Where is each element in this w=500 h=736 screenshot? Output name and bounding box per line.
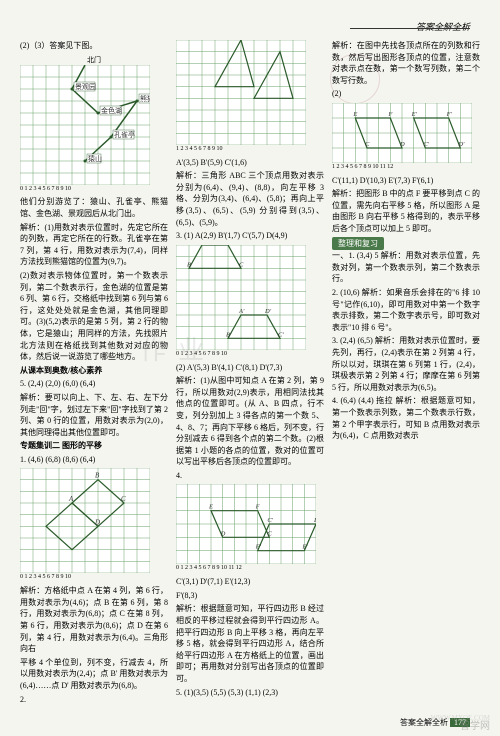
svg-text:孔雀亭: 孔雀亭 (114, 130, 135, 139)
svg-text:D: D (399, 141, 405, 148)
chart-ef: EFCDC'D'E'F' 0 1 2 3 4 5 6 7 8 9 10 11 1… (176, 484, 324, 573)
svg-text:C: C (239, 261, 244, 268)
svg-text:C': C' (423, 141, 429, 148)
chart-map-axis: 0 1 2 3 4 5 6 7 8 9 10 (20, 185, 168, 194)
c1-h2: 专题集训二 图形的平移 (20, 440, 168, 452)
svg-text:E': E' (301, 544, 308, 551)
page-header: 答案全解全析 (416, 20, 470, 33)
c1-p7: 1. (4,6) (6,8) (8,6) (6,4) (20, 454, 168, 466)
svg-text:D': D' (264, 308, 272, 315)
svg-text:D': D' (457, 141, 465, 148)
c2-p6: (2) A'(5,3) B'(4,1) C'(8,1) D'(7,3) (176, 362, 324, 374)
svg-text:C': C' (278, 331, 284, 338)
chart-para: ABCDA'B'C'D' 0 1 2 3 4 5 6 7 8 9 10 (176, 245, 324, 359)
c3-p10: 3. (2,4) (6,5) 解析：用数对表示位置时，要先列，再行，(2,4)表… (332, 335, 480, 393)
watermark-main: 智学网 (460, 717, 490, 732)
chart-tri: 1 2 3 4 5 6 7 8 9 10 (176, 40, 324, 154)
c3-p4: 解析：在图中先找各顶点所在的列数和行数，然后写出图形各顶点的位置，注意数对表示点… (332, 40, 480, 86)
c3-p8: 一、1. (3,4) 5 解析：用数对表示位置，先数对列，第一个数表示列，第二个… (332, 250, 480, 285)
chart-ef2: EFDCE'F'D'C' 1 2 3 4 5 6 7 8 9 10 11 12 (332, 103, 480, 172)
c3-p11: 4. (6,4) (4,4) 拖拉 解析：根据题意可知，第一个数表示列数，第二个… (332, 395, 480, 441)
svg-text:D: D (94, 519, 100, 527)
c2-p4: 解析：三角形 ABC 三个顶点用数对表示分别为(6,4)、(9,4)、(8,8)… (176, 170, 324, 228)
c2-p3: A'(3,5) B'(5,9) C'(1,6) (176, 157, 324, 169)
header-rule (350, 28, 470, 29)
main-content: (2)（3）答案见下图。 北门 猿山 孔雀亭 熊猫馆金色湖 景观园 0 1 2 3 4… (20, 40, 480, 706)
c1-h1: 从课本到奥数/核心素养 (20, 365, 168, 377)
svg-text:F': F' (446, 111, 453, 118)
chart-square-axis: 0 1 2 3 4 5 6 7 8 9 10 (20, 573, 168, 582)
svg-text:F': F' (255, 544, 262, 551)
c1-p6: 解析：要可以向上、下、左、右、左下分列走"回"字，划过左下来"回"字找到了第 2… (20, 392, 168, 438)
chart-para-axis: 0 1 2 3 4 5 6 7 8 9 10 (176, 350, 324, 359)
c2-p7: 解析：(1)从图中可知点 A 在第 2 列，第 9 行，所以用数对(2,9)表示… (176, 375, 324, 468)
svg-text:D: D (220, 531, 226, 538)
svg-text:B: B (95, 472, 100, 480)
c1-p1: (2)（3）答案见下图。 (20, 40, 168, 52)
svg-text:熊猫馆: 熊猫馆 (140, 94, 150, 103)
svg-text:B': B' (226, 331, 232, 338)
svg-text:E: E (208, 504, 213, 511)
svg-text:B: B (187, 261, 191, 268)
svg-text:猿山: 猿山 (88, 154, 102, 163)
c1-p2: 他们分别游览了：猿山、孔雀亭、熊猫馆、金色湖、景观园后从北门出。 (20, 196, 168, 219)
c1-p4: (2)数对表示物体位置时，第一个数表示列，第二个数表示行，金色湖的位置是第 6 … (20, 270, 168, 363)
svg-text:景观园: 景观园 (75, 83, 96, 91)
c3-p3: 5. (1)(3,5) (5,5) (5,3) (1,1) (2,3) (176, 687, 324, 699)
svg-text:E': E' (411, 111, 418, 118)
chart-square: A B C D 0 1 2 3 4 5 6 7 8 9 10 (20, 468, 168, 582)
chart-map-title: 北门 (20, 55, 168, 65)
c1-p8: 解析：方格纸中点 A 在第 4 列，第 6 行，用数对表示为(4,6)；点 B … (20, 585, 168, 655)
c2-p5: 3. (1) A(2,9) B'(1,7) C'(5,7) D(4,9) (176, 230, 324, 242)
chart-ef-axis: 0 1 2 3 4 5 6 7 8 9 10 11 12 (176, 564, 324, 573)
c3-p7: 解析：把图形 B 中的点 F 要平移到点 C 的位置，需先向右平移 5 格，所以… (332, 188, 480, 234)
c2-p2: 2. (20, 694, 168, 706)
svg-text:C: C (121, 495, 126, 503)
c2-p1: 平移 4 个单位到，列不变，行减去 4，所以用数对表示为(2,4)；点 B' 用… (20, 657, 168, 692)
c2-p9: C'(3,1) D'(7,1) E'(12,3) (176, 576, 324, 588)
svg-text:A: A (68, 495, 74, 503)
svg-text:C: C (365, 141, 370, 148)
chart-ef2-axis: 1 2 3 4 5 6 7 8 9 10 11 12 (332, 163, 480, 172)
c3-p1: F'(8,3) (176, 590, 324, 602)
section-review: 整理和复习 (332, 237, 384, 251)
svg-text:C: C (267, 531, 272, 538)
c1-p3: 解析：(1)用数对表示位置时，先定它所在的列数，再定它所在的行数。孔雀亭在第 7… (20, 222, 168, 268)
svg-text:金色湖: 金色湖 (101, 106, 122, 115)
c1-p5: 5. (2,4) (2,0) (6,0) (6,4) (20, 378, 168, 390)
c2-p8: 4. (176, 470, 324, 482)
svg-text:D': D' (313, 517, 316, 524)
c3-p9: 2. (10,6) 解析：如果音乐会排在的"6 排 10 号"记作(6,10)，… (332, 287, 480, 333)
svg-text:C': C' (267, 517, 273, 524)
c3-p5: (2) (332, 88, 480, 100)
c3-p6: C'(11,1) D'(10,3) E'(7,3) F'(6,1) (332, 175, 480, 187)
svg-text:A': A' (238, 308, 245, 315)
svg-text:E: E (352, 111, 357, 118)
chart-tri-axis: 1 2 3 4 5 6 7 8 9 10 (176, 145, 324, 154)
c3-p2: 解析：根据题意可知，平行四边形 B 经过相反的平移过程就会得到平行四边形 A。把… (176, 603, 324, 684)
chart-map: 北门 猿山 孔雀亭 熊猫馆金色湖 景观园 0 1 2 3 4 5 6 7 8 9 10 (20, 55, 168, 194)
